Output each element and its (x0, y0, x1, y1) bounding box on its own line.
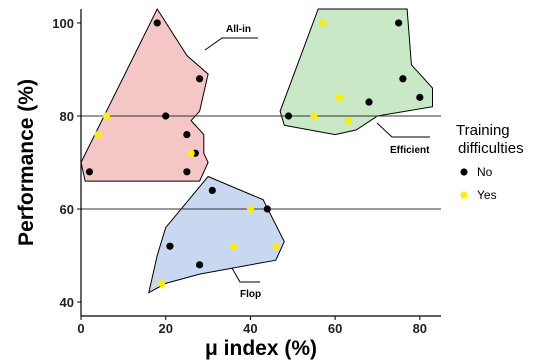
y-tick-label-40: 40 (60, 295, 74, 310)
point-efficient-7 (310, 112, 318, 120)
point-all-in-5 (183, 130, 191, 139)
x-tick-label-40: 40 (243, 321, 257, 336)
point-efficient-6 (284, 112, 293, 120)
point-flop-2 (246, 205, 255, 213)
point-all-in-2 (162, 112, 170, 120)
label-efficient: Efficient (390, 145, 430, 156)
x-tick-label-20: 20 (158, 321, 172, 336)
point-efficient-0 (318, 19, 327, 27)
x-tick-label-80: 80 (413, 321, 427, 336)
y-tick-label-80: 80 (60, 109, 74, 124)
label-all-in: All-in (226, 24, 251, 35)
x-tick-label-60: 60 (328, 321, 342, 336)
point-flop-7 (157, 279, 166, 288)
point-efficient-8 (344, 117, 352, 125)
point-flop-5 (272, 242, 280, 250)
point-efficient-4 (335, 93, 343, 101)
leader-all-in (204, 37, 258, 51)
data-points (85, 19, 424, 288)
point-all-in-1 (195, 75, 204, 83)
legend-marker-no (460, 168, 468, 176)
legend-label-yes: Yes (477, 188, 497, 202)
point-all-in-8 (85, 168, 94, 176)
point-all-in-9 (183, 168, 191, 176)
point-flop-4 (229, 242, 238, 250)
point-all-in-0 (153, 19, 161, 27)
point-all-in-7 (187, 149, 195, 157)
point-flop-6 (195, 261, 204, 269)
axes: 0 20 40 60 80 40 60 80 100 μ index (%) Performance… (15, 9, 441, 360)
point-flop-1 (263, 205, 271, 213)
hull-flop (148, 175, 285, 294)
x-tick-label-0: 0 (77, 321, 84, 336)
leader-efficient (376, 122, 430, 138)
point-efficient-2 (399, 75, 407, 83)
legend-marker-yes (460, 191, 468, 199)
y-tick-label-100: 100 (52, 16, 74, 31)
label-flop: Flop (240, 289, 261, 300)
y-axis-title: Performance (%) (15, 79, 38, 246)
point-efficient-3 (416, 93, 424, 101)
point-all-in-3 (102, 112, 111, 120)
hull-all-in (80, 7, 209, 182)
reference-lines (81, 115, 441, 210)
point-flop-0 (208, 186, 216, 195)
y-tick-label-60: 60 (60, 202, 74, 217)
x-axis-title: μ index (%) (205, 337, 317, 360)
group-hulls (80, 7, 433, 294)
leader-flop (231, 267, 260, 283)
legend-label-no: No (477, 165, 493, 179)
point-efficient-5 (365, 98, 373, 106)
point-all-in-4 (94, 130, 102, 139)
point-efficient-1 (395, 19, 403, 27)
legend-title-line-1: difficulties (458, 140, 524, 157)
point-flop-3 (166, 242, 174, 250)
group-annotations: All-in Efficient Flop (204, 24, 430, 300)
legend-title-line-0: Training (456, 122, 510, 139)
